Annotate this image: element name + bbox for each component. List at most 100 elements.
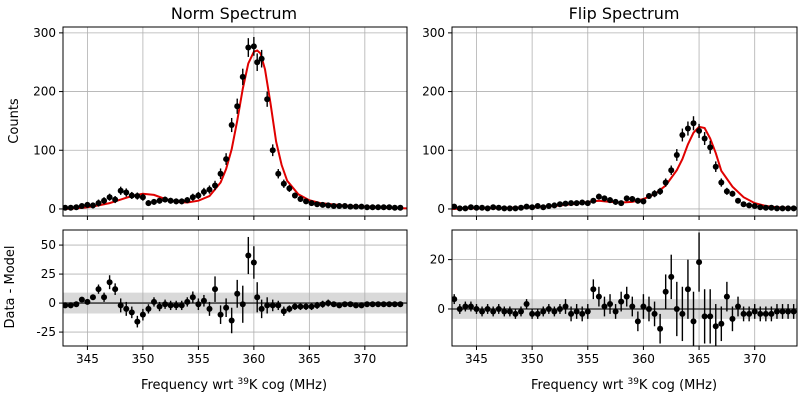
data-point	[319, 201, 326, 208]
data-point	[751, 203, 758, 210]
data-point	[484, 205, 491, 212]
data-point	[112, 286, 119, 293]
data-point	[375, 204, 382, 211]
data-point	[623, 293, 630, 300]
data-point	[762, 310, 769, 317]
data-point	[473, 204, 480, 211]
data-point	[269, 302, 276, 309]
data-point	[573, 308, 580, 315]
data-point	[101, 197, 108, 204]
data-point	[280, 180, 287, 187]
data-point	[275, 302, 282, 309]
data-point	[673, 151, 680, 158]
data-point	[618, 298, 625, 305]
data-point	[195, 192, 202, 199]
data-point	[391, 204, 398, 211]
data-point	[314, 302, 321, 309]
data-point	[623, 195, 630, 202]
y-tick-label: 20	[430, 253, 445, 267]
data-point	[178, 302, 185, 309]
data-point	[579, 199, 586, 206]
data-point	[612, 308, 619, 315]
data-point	[529, 310, 536, 317]
data-point	[308, 303, 315, 310]
axes-frame	[62, 26, 408, 217]
data-point	[540, 308, 547, 315]
data-point	[707, 313, 714, 320]
y-tick-label: 100	[422, 143, 445, 157]
data-point	[156, 303, 163, 310]
data-point	[790, 308, 797, 315]
data-point	[352, 302, 359, 309]
data-point	[568, 200, 575, 207]
data-point	[325, 202, 332, 209]
data-point	[73, 301, 80, 308]
data-point	[167, 197, 174, 204]
data-point	[645, 305, 652, 312]
data-point	[358, 302, 365, 309]
norm-spectrum-title: Norm Spectrum	[171, 4, 297, 23]
data-point	[712, 163, 719, 170]
data-point	[117, 187, 124, 194]
data-point	[101, 294, 108, 301]
data-point	[479, 308, 486, 315]
y-tick-label: 0	[437, 202, 445, 216]
data-point	[380, 301, 387, 308]
data-point	[612, 198, 619, 205]
data-point	[106, 194, 113, 201]
data-point	[308, 200, 315, 207]
data-point	[746, 202, 753, 209]
data-point	[134, 318, 141, 325]
x-tick-label: 355	[187, 352, 210, 366]
data-point	[139, 194, 146, 201]
data-point	[696, 127, 703, 134]
data-point	[303, 303, 310, 310]
data-point	[250, 43, 257, 50]
data-point	[735, 303, 742, 310]
data-point	[173, 198, 180, 205]
data-point	[551, 308, 558, 315]
data-point	[78, 203, 85, 210]
data-point	[629, 303, 636, 310]
data-point	[167, 302, 174, 309]
data-point	[269, 147, 276, 154]
data-point	[618, 200, 625, 207]
x-tick-label: 350	[521, 352, 544, 366]
data-point	[150, 298, 157, 305]
data-point	[89, 294, 96, 301]
data-point	[369, 204, 376, 211]
data-point	[386, 301, 393, 308]
data-point	[718, 179, 725, 186]
data-point	[751, 308, 758, 315]
data-point	[184, 298, 191, 305]
data-point	[212, 182, 219, 189]
data-point	[556, 201, 563, 208]
data-point	[501, 205, 508, 212]
y-tick-label: 300	[422, 26, 445, 40]
data-point	[762, 204, 769, 211]
data-point	[258, 55, 265, 62]
data-point	[352, 203, 359, 210]
data-point	[545, 305, 552, 312]
data-point	[607, 197, 614, 204]
data-point	[291, 192, 298, 199]
data-point	[347, 301, 354, 308]
residual-ylabel: Data - Model	[3, 245, 18, 328]
data-point	[595, 193, 602, 200]
data-point	[63, 302, 69, 309]
y-tick-label: 0	[437, 302, 445, 316]
data-point	[495, 305, 502, 312]
data-point	[178, 198, 185, 205]
data-point	[601, 195, 608, 202]
data-point	[397, 301, 404, 308]
data-point	[673, 305, 680, 312]
data-point	[341, 301, 348, 308]
flip-spectrum-panel: 0 100 200 300	[422, 26, 798, 220]
data-point	[89, 202, 96, 209]
data-point	[573, 200, 580, 207]
data-point	[223, 304, 230, 311]
data-point	[645, 193, 652, 200]
data-point	[245, 252, 252, 259]
flip-spectrum-title: Flip Spectrum	[569, 4, 680, 23]
data-point	[462, 303, 469, 310]
